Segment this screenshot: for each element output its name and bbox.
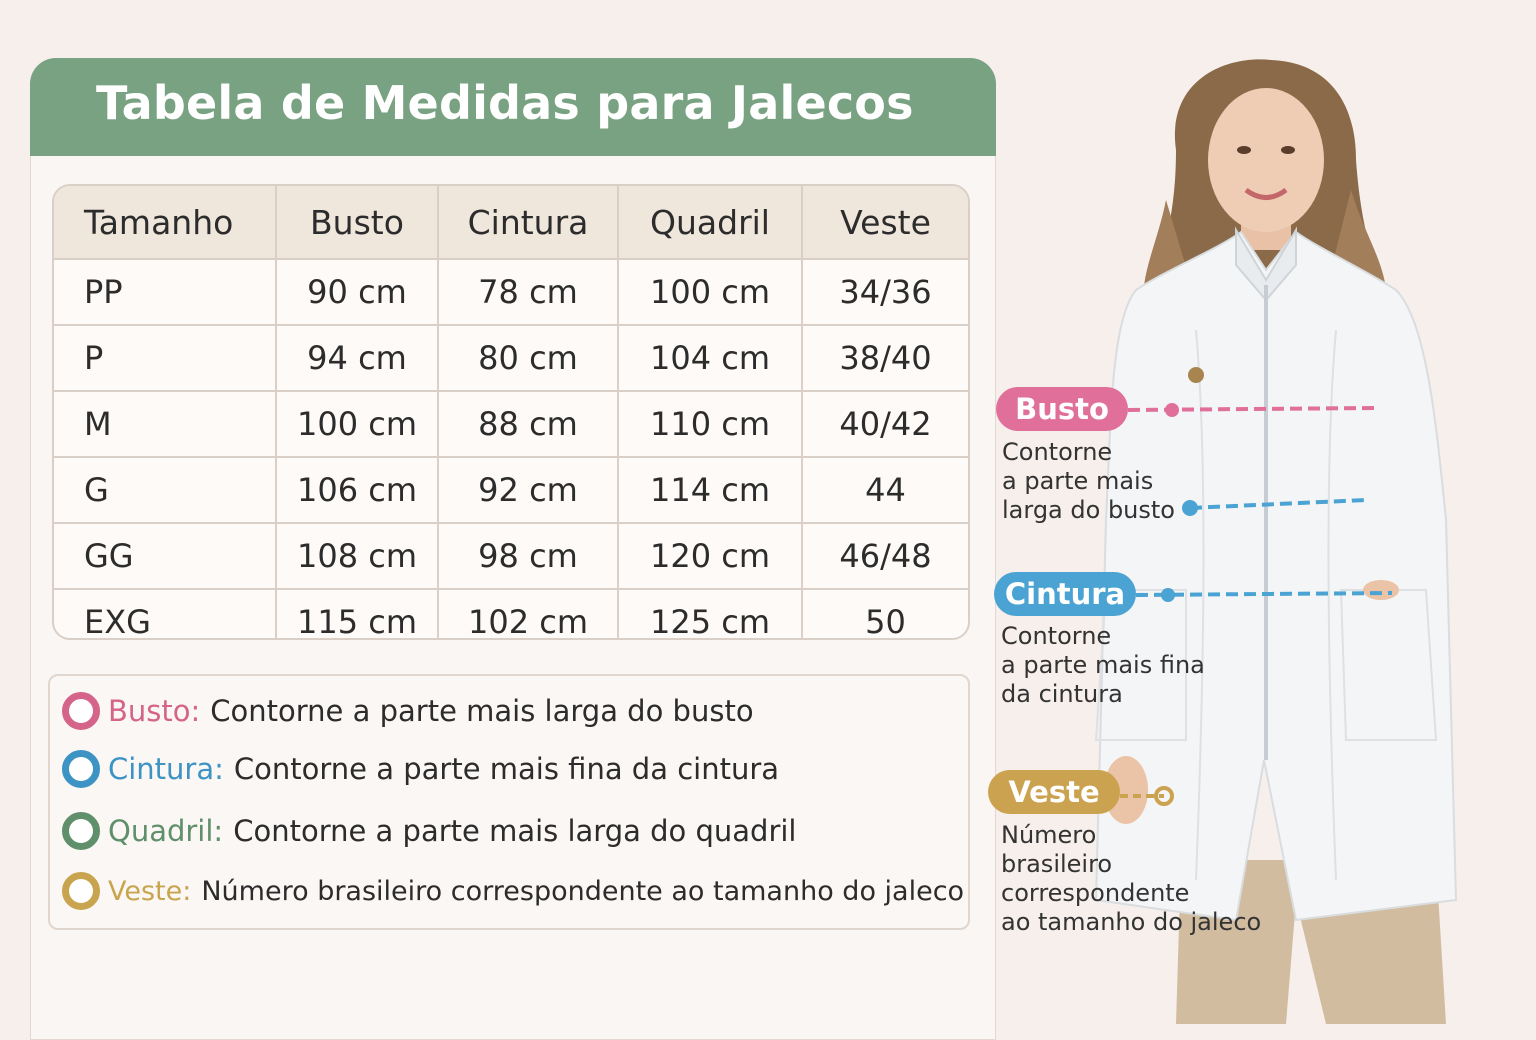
model-illustration: [996, 0, 1536, 1024]
size-table: Tamanho Busto Cintura Quadril Veste PP 9…: [52, 184, 970, 640]
busto-description: Contorne a parte mais larga do busto: [1002, 438, 1175, 524]
cell-veste: 38/40: [802, 325, 968, 392]
cell-size: EXG: [54, 589, 277, 638]
cell-busto: 94 cm: [276, 325, 439, 392]
circle-icon: [62, 872, 100, 910]
cell-busto: 106 cm: [276, 457, 439, 524]
veste-description: Número brasileiro correspondente ao tama…: [1001, 821, 1262, 936]
cell-size: PP: [54, 259, 277, 326]
page-title: Tabela de Medidas para Jalecos: [96, 76, 914, 130]
cell-cintura: 102 cm: [438, 589, 619, 638]
cell-quadril: 120 cm: [618, 523, 803, 590]
legend-text: Número brasileiro correspondente ao tama…: [201, 875, 965, 907]
veste-badge: Veste: [988, 770, 1120, 814]
header-veste: Veste: [802, 186, 968, 260]
cell-cintura: 78 cm: [438, 259, 619, 326]
cintura-badge: Cintura: [994, 572, 1136, 616]
legend-key: Quadril:: [108, 814, 224, 848]
cell-quadril: 110 cm: [618, 391, 803, 458]
legend-item-veste: Veste: Número brasileiro correspondente …: [62, 872, 964, 910]
legend-text: Contorne a parte mais larga do busto: [210, 694, 754, 728]
table-row: PP 90 cm 78 cm 100 cm 34/36: [54, 259, 968, 326]
circle-icon: [62, 812, 100, 850]
table-row: M 100 cm 88 cm 110 cm 40/42: [54, 391, 968, 458]
legend-item-quadril: Quadril: Contorne a parte mais larga do …: [62, 812, 796, 850]
model-photo: [996, 0, 1536, 1024]
legend-key: Veste:: [108, 875, 192, 907]
cell-quadril: 114 cm: [618, 457, 803, 524]
cell-quadril: 125 cm: [618, 589, 803, 638]
cell-busto: 108 cm: [276, 523, 439, 590]
table-row: GG 108 cm 98 cm 120 cm 46/48: [54, 523, 968, 590]
table-header-row: Tamanho Busto Cintura Quadril Veste: [54, 186, 968, 260]
legend-text: Contorne a parte mais larga do quadril: [233, 814, 797, 848]
cell-busto: 100 cm: [276, 391, 439, 458]
cell-cintura: 98 cm: [438, 523, 619, 590]
veste-marker: [1154, 786, 1174, 806]
cell-veste: 50: [865, 603, 906, 640]
cell-quadril: 104 cm: [618, 325, 803, 392]
header-busto: Busto: [276, 186, 439, 260]
legend-item-busto: Busto: Contorne a parte mais larga do bu…: [62, 692, 754, 730]
busto-outline-marker: [1182, 500, 1198, 516]
cell-veste: 34/36: [802, 259, 968, 326]
cintura-description: Contorne a parte mais fina da cintura: [1001, 622, 1205, 708]
header-quadril: Quadril: [618, 186, 803, 260]
cell-veste: 44: [802, 457, 968, 524]
circle-icon: [62, 750, 100, 788]
legend-key: Busto:: [108, 694, 201, 728]
cell-veste: 46/48: [802, 523, 968, 590]
legend-key: Cintura:: [108, 752, 224, 786]
legend-item-cintura: Cintura: Contorne a parte mais fina da c…: [62, 750, 779, 788]
header-tamanho: Tamanho: [54, 186, 277, 260]
cell-cintura: 88 cm: [438, 391, 619, 458]
circle-icon: [62, 692, 100, 730]
cell-size: G: [54, 457, 277, 524]
legend-box: Busto: Contorne a parte mais larga do bu…: [48, 674, 970, 930]
cell-quadril: 100 cm: [618, 259, 803, 326]
table-row: G 106 cm 92 cm 114 cm 44: [54, 457, 968, 524]
table-row: EXG 115 cm 102 cm 125 cm 50: [54, 589, 968, 640]
cintura-marker: [1161, 588, 1175, 602]
cell-size: P: [54, 325, 277, 392]
busto-marker: [1165, 403, 1179, 417]
cell-busto: 115 cm: [276, 589, 439, 638]
table-row: P 94 cm 80 cm 104 cm 38/40: [54, 325, 968, 392]
cell-size: GG: [54, 523, 277, 590]
title-banner: Tabela de Medidas para Jalecos: [30, 58, 996, 156]
cell-size: M: [54, 391, 277, 458]
legend-text: Contorne a parte mais fina da cintura: [233, 752, 780, 786]
cell-busto: 90 cm: [276, 259, 439, 326]
header-cintura: Cintura: [438, 186, 619, 260]
cell-cintura: 92 cm: [438, 457, 619, 524]
cell-veste: 40/42: [802, 391, 968, 458]
cell-cintura: 80 cm: [438, 325, 619, 392]
busto-badge: Busto: [996, 387, 1128, 431]
